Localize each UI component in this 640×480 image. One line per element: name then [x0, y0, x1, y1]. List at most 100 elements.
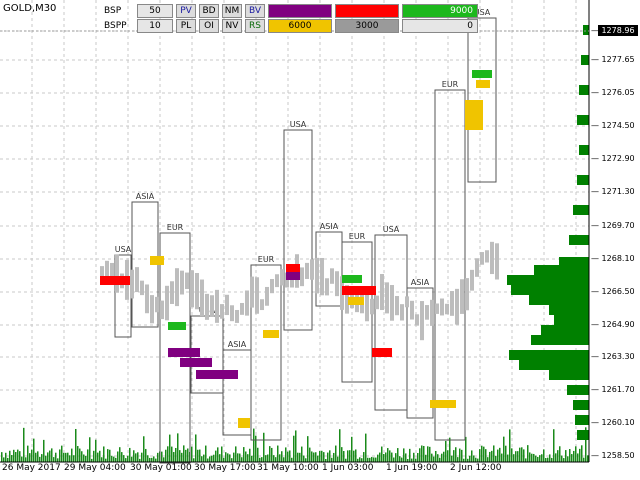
cluster-highlight — [180, 358, 212, 367]
volume-bar — [259, 457, 261, 462]
volume-bar — [383, 453, 385, 462]
volume-bar — [541, 454, 543, 462]
price-tick-label: — 1271.30 — [591, 187, 635, 196]
profile-bar — [579, 145, 589, 155]
volume-bar — [253, 428, 255, 462]
volume-bar — [323, 452, 325, 462]
volume-bar — [209, 456, 211, 462]
cluster-bar — [310, 259, 314, 280]
volume-bar — [307, 436, 309, 462]
volume-bar — [361, 458, 363, 462]
volume-bar — [435, 450, 437, 462]
volume-bar — [13, 449, 15, 462]
volume-bar — [225, 452, 227, 462]
volume-bar — [257, 447, 259, 462]
cluster-bar — [130, 269, 134, 299]
cluster-bar — [100, 266, 104, 285]
volume-bar — [129, 447, 131, 462]
control-row-bspp: BSPP 10 PL OI NV RS 6000 3000 0 — [104, 19, 478, 33]
profile-bar — [549, 370, 589, 380]
price-tick-label: — 1268.10 — [591, 254, 635, 263]
volume-bar — [455, 447, 457, 462]
bsp-value-field[interactable]: 50 — [137, 4, 173, 18]
volume-bar — [433, 456, 435, 462]
cluster-bar — [420, 301, 424, 341]
volume-bar — [437, 454, 439, 462]
session-boxes: USA ASIA EUR USA ASIA EUR USA ASIA EUR USA ASIA EUR… — [114, 8, 497, 464]
volume-bar — [507, 454, 509, 462]
volume-bar — [427, 446, 429, 462]
volume-bar — [365, 433, 367, 462]
volume-bar — [35, 452, 37, 462]
color-field-yellow[interactable]: 6000 — [268, 19, 332, 33]
cluster-bar — [475, 258, 479, 277]
cluster-bar — [245, 290, 249, 316]
cluster-highlight — [286, 272, 300, 280]
pl-button[interactable]: PL — [176, 19, 196, 33]
cluster-bar — [135, 267, 139, 293]
volume-bar — [393, 457, 395, 462]
bd-button[interactable]: BD — [199, 4, 219, 18]
volume-bar — [351, 436, 353, 462]
volume-bar — [281, 451, 283, 462]
session-label: USA — [290, 120, 307, 129]
volume-bar — [583, 457, 585, 462]
cluster-bar — [445, 303, 449, 315]
cluster-bar — [400, 304, 404, 321]
profile-bar — [567, 385, 589, 395]
bv-button[interactable]: BV — [245, 4, 265, 18]
volume-bar — [405, 453, 407, 462]
date-tick-label: 30 May 01:00 — [130, 463, 192, 473]
color-field-purple[interactable] — [268, 4, 332, 18]
cluster-bar — [415, 314, 419, 326]
price-tick-label: — 1263.30 — [591, 352, 635, 361]
volume-bar — [519, 447, 521, 462]
cluster-highlight — [168, 322, 186, 330]
cluster-highlight — [263, 330, 279, 338]
color-field-light[interactable]: 0 — [402, 19, 478, 33]
volume-bar — [575, 446, 577, 462]
profile-bar — [529, 295, 589, 305]
volume-bar — [285, 447, 287, 462]
volume-bar — [93, 450, 95, 462]
volume-bar — [467, 458, 469, 462]
volume-bar — [269, 446, 271, 462]
cluster-bar — [455, 288, 459, 325]
color-field-green[interactable]: 9000 — [402, 4, 478, 18]
rs-button[interactable]: RS — [245, 19, 265, 33]
profile-bar — [531, 335, 589, 345]
bsp-label: BSP — [104, 6, 122, 16]
volume-bar — [165, 449, 167, 462]
session-label: EUR — [167, 223, 184, 232]
color-field-red[interactable] — [335, 4, 399, 18]
cluster-bar — [225, 294, 229, 316]
volume-bar — [9, 450, 11, 462]
bspp-value-field[interactable]: 10 — [137, 19, 173, 33]
oi-button[interactable]: OI — [199, 19, 219, 33]
cluster-highlight — [348, 297, 364, 305]
nv-button[interactable]: NV — [222, 19, 242, 33]
session-label: EUR — [349, 232, 366, 241]
cluster-bar — [255, 277, 259, 314]
date-tick-label: 2 Jun 12:00 — [450, 463, 502, 473]
volume-bar — [55, 452, 57, 462]
volume-bar — [359, 457, 361, 462]
volume-bar — [287, 451, 289, 462]
nm-button[interactable]: NM — [222, 4, 242, 18]
cluster-bar — [250, 276, 254, 308]
pv-button[interactable]: PV — [176, 4, 196, 18]
volume-bar — [293, 435, 295, 462]
volume-bar — [495, 455, 497, 462]
volume-bar — [25, 457, 27, 462]
volume-bar — [69, 455, 71, 462]
volume-bar — [237, 453, 239, 462]
volume-bar — [559, 446, 561, 462]
volume-bar — [267, 454, 269, 462]
profile-bar — [577, 175, 589, 185]
volume-bar — [17, 449, 19, 462]
volume-bar — [235, 446, 237, 462]
color-field-gray[interactable]: 3000 — [335, 19, 399, 33]
profile-bar — [509, 350, 589, 360]
volume-bar — [233, 452, 235, 462]
